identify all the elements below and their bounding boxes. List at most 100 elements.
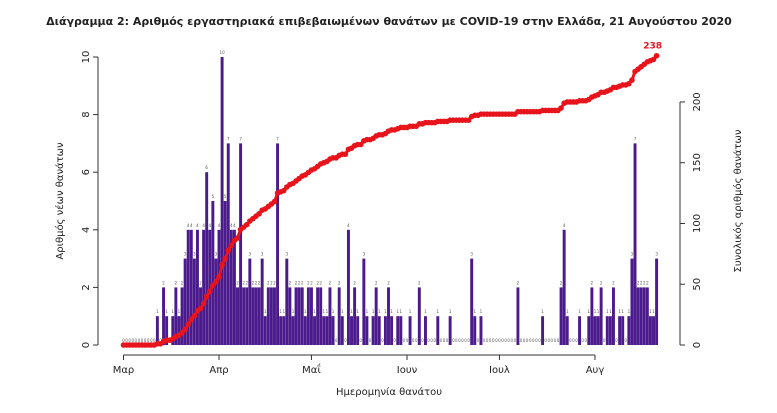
bar-value-label: 0	[443, 338, 446, 343]
bar	[236, 287, 239, 345]
bar	[226, 143, 230, 345]
bar-value-label: 2	[252, 280, 255, 285]
bar-value-label: 2	[640, 280, 643, 285]
bar	[365, 316, 369, 345]
bar-value-label: 0	[122, 338, 125, 343]
line-point	[219, 261, 225, 268]
bar-value-label: 0	[504, 338, 507, 343]
y-axis-label: Αριθμός νέων θανάτων	[54, 142, 66, 260]
bar	[383, 316, 387, 345]
bar-value-label: 0	[572, 338, 575, 343]
bar	[652, 316, 655, 345]
bar-value-label: 1	[541, 309, 544, 314]
line-point	[271, 198, 278, 205]
bar-value-label: 0	[153, 338, 156, 343]
bar	[642, 287, 646, 345]
bar-value-label: 0	[433, 338, 436, 343]
bar-value-label: 1	[618, 309, 621, 314]
bar-value-label: 0	[421, 338, 424, 343]
bar	[217, 229, 221, 345]
bar-value-label: 2	[591, 280, 594, 285]
bar-value-label: 1	[649, 309, 652, 314]
y-tick-label: 8	[81, 111, 92, 117]
end-value-label: 238	[643, 41, 662, 51]
bar-value-label: 0	[625, 338, 628, 343]
bar-value-label: 7	[276, 136, 279, 141]
bar	[316, 287, 320, 345]
bar-value-label: 0	[615, 338, 618, 343]
bar-value-label: 2	[307, 280, 310, 285]
bar	[645, 287, 649, 345]
bar-value-label: 0	[514, 338, 517, 343]
line-point	[225, 247, 232, 254]
line-point	[629, 77, 635, 83]
bar-value-label: 3	[655, 252, 658, 257]
line-point	[182, 326, 188, 333]
bar	[177, 316, 181, 345]
bar-value-label: 0	[520, 338, 523, 343]
y2-tick-label: 0	[692, 342, 703, 348]
bar-value-label: 1	[594, 309, 597, 314]
bar-value-label: 0	[415, 338, 418, 343]
bar-value-label: 4	[208, 223, 211, 228]
bar-value-label: 0	[131, 338, 134, 343]
bar-value-label: 0	[581, 338, 584, 343]
bar-value-label: 1	[326, 309, 329, 314]
line-point	[465, 117, 472, 123]
bar	[257, 287, 261, 345]
bar-value-label: 0	[532, 338, 535, 343]
bar-value-label: 1	[282, 309, 285, 314]
line-point	[626, 80, 632, 87]
bar-value-label: 2	[270, 280, 273, 285]
bar	[387, 287, 390, 345]
bar-value-label: 2	[329, 280, 332, 285]
bar-value-label: 1	[424, 309, 427, 314]
bar-value-label: 0	[344, 338, 347, 343]
line-point	[216, 274, 222, 280]
bar-value-label: 2	[316, 280, 319, 285]
bar-value-label: 2	[418, 280, 421, 285]
bar-value-label: 1	[292, 309, 295, 314]
bar-value-label: 2	[245, 280, 248, 285]
line-point	[256, 210, 262, 217]
bar-value-label: 2	[255, 280, 258, 285]
bar-value-label: 2	[338, 280, 341, 285]
bar-value-label: 0	[526, 338, 529, 343]
bar-value-label: 0	[477, 338, 480, 343]
bar	[436, 316, 440, 345]
line-point	[203, 293, 210, 300]
bar-value-label: 3	[249, 252, 252, 257]
bar	[399, 316, 403, 345]
bar	[479, 316, 483, 345]
bar-value-label: 3	[193, 252, 196, 257]
bar	[377, 316, 381, 345]
line-point	[197, 305, 204, 312]
bar	[214, 258, 218, 345]
bar-value-label: 2	[517, 280, 520, 285]
bar-value-label: 2	[646, 280, 649, 285]
bar	[470, 258, 474, 345]
bar	[621, 316, 625, 345]
bar	[242, 287, 246, 345]
bar	[630, 258, 634, 345]
bar-value-label: 2	[353, 280, 356, 285]
bar-value-label: 1	[332, 309, 335, 314]
bar-value-label: 0	[406, 338, 409, 343]
bar-value-label: 1	[313, 309, 316, 314]
bar-value-label: 2	[301, 280, 304, 285]
bar-value-label: 7	[634, 136, 637, 141]
bar	[559, 287, 563, 345]
bar	[353, 287, 357, 345]
bar-value-label: 0	[547, 338, 550, 343]
bar-value-label: 1	[609, 309, 612, 314]
bar	[208, 229, 212, 345]
bar	[516, 287, 520, 345]
line-point	[185, 321, 192, 328]
bar	[605, 316, 609, 345]
bar-value-label: 1	[474, 309, 477, 314]
line-point	[213, 279, 219, 285]
bar	[578, 316, 582, 345]
bar	[611, 287, 615, 345]
bar-value-label: 0	[551, 338, 554, 343]
line-point	[222, 255, 228, 262]
